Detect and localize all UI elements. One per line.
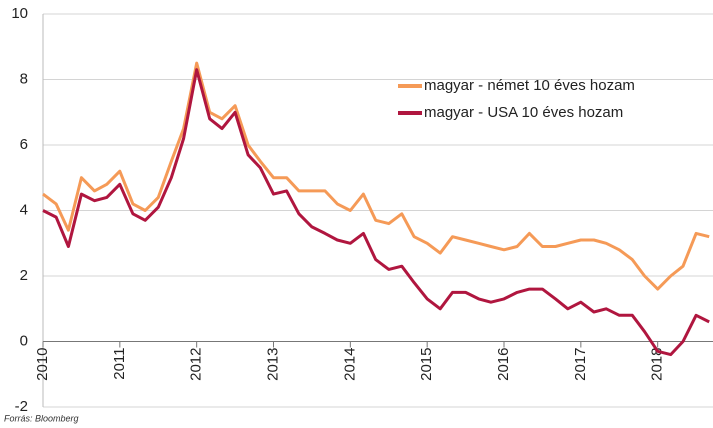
x-tick-label: 2012 — [188, 348, 205, 381]
legend-label: magyar - német 10 éves hozam — [424, 77, 635, 94]
y-tick-label: 6 — [20, 136, 28, 153]
y-tick-label: 4 — [20, 201, 28, 218]
y-tick-label: -2 — [15, 398, 28, 415]
source-note: Forrás: Bloomberg — [4, 413, 79, 423]
series-line — [42, 61, 710, 291]
y-tick-label: 0 — [20, 332, 28, 349]
y-tick-label: 2 — [20, 267, 28, 284]
series-line — [42, 68, 710, 357]
y-tick-label: 10 — [11, 5, 28, 22]
x-tick-label: 2017 — [572, 348, 589, 381]
legend-label: magyar - USA 10 éves hozam — [424, 104, 623, 121]
x-tick-label: 2016 — [495, 347, 512, 380]
x-tick-label: 2015 — [418, 348, 435, 381]
x-tick-label: 2018 — [649, 348, 666, 381]
x-tick-label: 2011 — [111, 348, 128, 380]
x-tick-label: 2013 — [264, 348, 281, 381]
y-tick-label: 8 — [20, 70, 28, 87]
x-tick-label: 2010 — [34, 348, 51, 381]
x-tick-label: 2014 — [341, 348, 358, 381]
